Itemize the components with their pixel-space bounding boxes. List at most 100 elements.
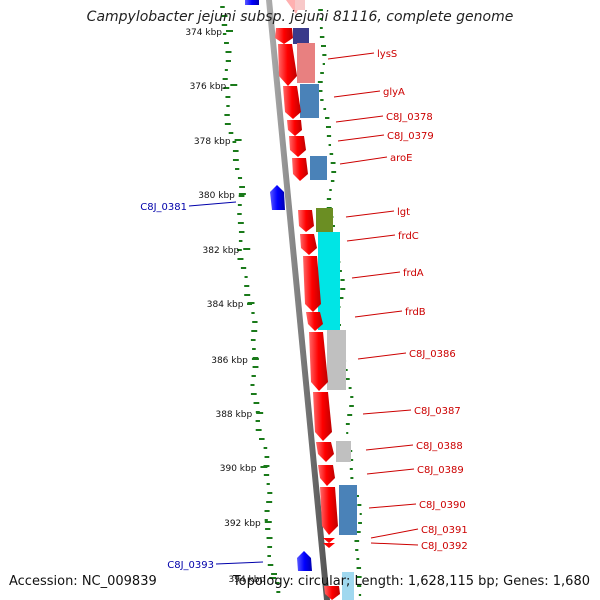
gc-content-mark bbox=[332, 225, 335, 227]
gc-skew-mark bbox=[276, 591, 281, 593]
label-leader-line bbox=[327, 52, 375, 60]
gc-skew-mark bbox=[251, 312, 255, 314]
forward-gene-label: lysS bbox=[377, 49, 397, 60]
gc-skew-mark bbox=[264, 456, 270, 458]
gc-skew-mark bbox=[224, 69, 228, 71]
gc-skew-mark bbox=[224, 123, 231, 125]
gc-skew-mark bbox=[244, 294, 251, 296]
tick-label: 376 kbp bbox=[190, 82, 227, 92]
label-leader-line bbox=[354, 310, 403, 318]
cog-block bbox=[297, 43, 315, 83]
gc-content-mark bbox=[322, 54, 327, 56]
gc-content-mark bbox=[329, 189, 332, 191]
gc-skew-mark bbox=[232, 141, 237, 143]
gc-content-mark bbox=[349, 405, 354, 407]
gc-content-mark bbox=[317, 81, 323, 83]
forward-gene-arrow bbox=[323, 538, 335, 543]
gc-content-mark bbox=[328, 144, 332, 146]
forward-gene-label: C8J_0392 bbox=[421, 541, 468, 552]
gc-skew-mark bbox=[244, 285, 250, 287]
label-leader-line bbox=[357, 352, 407, 360]
gc-content-mark bbox=[358, 594, 362, 596]
gc-skew-mark bbox=[250, 384, 255, 386]
gc-content-mark bbox=[356, 576, 362, 578]
gc-skew-mark bbox=[225, 96, 231, 98]
gc-skew-mark bbox=[240, 267, 247, 269]
gc-skew-mark bbox=[239, 186, 245, 188]
label-leader-line bbox=[365, 444, 414, 451]
forward-gene-arrow bbox=[287, 120, 302, 136]
gc-content-mark bbox=[357, 585, 362, 587]
gc-skew-mark bbox=[232, 150, 239, 152]
label-leader-line bbox=[370, 542, 419, 546]
gc-skew-mark bbox=[232, 159, 239, 161]
gc-skew-mark bbox=[255, 429, 262, 431]
gc-skew-mark bbox=[222, 78, 228, 80]
reverse-gene-arrow bbox=[270, 185, 285, 210]
gc-skew-mark bbox=[252, 321, 258, 323]
reverse-gene-arrow bbox=[297, 551, 312, 571]
label-leader-line bbox=[188, 201, 237, 207]
gc-content-mark bbox=[329, 153, 334, 155]
forward-gene-label: C8J_0386 bbox=[409, 349, 456, 360]
forward-gene-arrow bbox=[316, 442, 334, 462]
cog-block bbox=[293, 28, 309, 44]
gc-content-mark bbox=[357, 504, 362, 506]
cog-block bbox=[318, 232, 340, 330]
cog-block bbox=[310, 156, 327, 180]
gc-content-mark bbox=[355, 531, 361, 533]
forward-gene-label: frdC bbox=[398, 231, 419, 242]
gc-skew-mark bbox=[228, 132, 234, 134]
gc-content-mark bbox=[355, 549, 359, 551]
gc-content-mark bbox=[346, 432, 349, 434]
forward-gene-arrow bbox=[313, 392, 332, 441]
gc-skew-mark bbox=[223, 87, 230, 89]
gc-content-mark bbox=[326, 198, 332, 200]
label-leader-line bbox=[351, 271, 401, 279]
label-leader-line bbox=[366, 468, 415, 475]
forward-genes bbox=[275, 28, 340, 600]
gc-content-mark bbox=[326, 135, 332, 137]
cog-block bbox=[342, 572, 354, 600]
forward-gene-arrow bbox=[303, 256, 321, 312]
gc-content-mark bbox=[319, 18, 323, 20]
gc-skew-mark bbox=[237, 204, 242, 206]
gc-content-mark bbox=[331, 171, 337, 173]
gc-skew-mark bbox=[267, 564, 274, 566]
gc-skew-mark bbox=[224, 114, 230, 116]
forward-gene-label: lgt bbox=[397, 207, 410, 218]
gc-skew-mark bbox=[267, 492, 273, 494]
gc-content-mark bbox=[358, 522, 362, 524]
forward-gene-arrow bbox=[306, 312, 323, 331]
reverse-gene-arrow bbox=[245, 0, 259, 5]
forward-gene-arrow bbox=[292, 158, 308, 181]
gc-skew-mark bbox=[267, 555, 271, 557]
gc-skew-mark bbox=[237, 258, 244, 260]
gc-content-mark bbox=[320, 45, 326, 47]
gc-content-mark bbox=[320, 99, 324, 101]
tick-label: 392 kbp bbox=[224, 519, 261, 529]
forward-gene-label: frdB bbox=[405, 307, 426, 318]
reverse-genes bbox=[245, 0, 312, 571]
forward-gene-label: C8J_0390 bbox=[419, 500, 466, 511]
gc-skew-mark bbox=[224, 42, 229, 44]
gc-content-mark bbox=[359, 513, 362, 515]
forward-gene-label: C8J_0387 bbox=[414, 406, 461, 417]
reverse-gene-label: C8J_0393 bbox=[167, 560, 214, 571]
label-leader-line bbox=[345, 210, 395, 218]
gc-skew-mark bbox=[271, 573, 277, 575]
gc-skew-mark bbox=[238, 240, 243, 242]
gc-skew-mark bbox=[275, 582, 280, 584]
position-scale: 374 kbp 376 kbp 378 kbp 380 kbp 382 kbp 384 k… bbox=[185, 28, 277, 585]
forward-gene-label: C8J_0388 bbox=[416, 441, 463, 452]
gc-content-mark bbox=[330, 162, 336, 164]
gc-skew-mark bbox=[237, 222, 244, 224]
gc-content-mark bbox=[322, 63, 325, 65]
gc-skew-mark bbox=[226, 105, 230, 107]
gc-content-mark bbox=[354, 540, 360, 542]
gc-skew-mark bbox=[225, 51, 232, 53]
label-leader-line bbox=[337, 134, 385, 142]
gc-skew-mark bbox=[250, 393, 257, 395]
forward-gene-arrow bbox=[275, 28, 293, 44]
